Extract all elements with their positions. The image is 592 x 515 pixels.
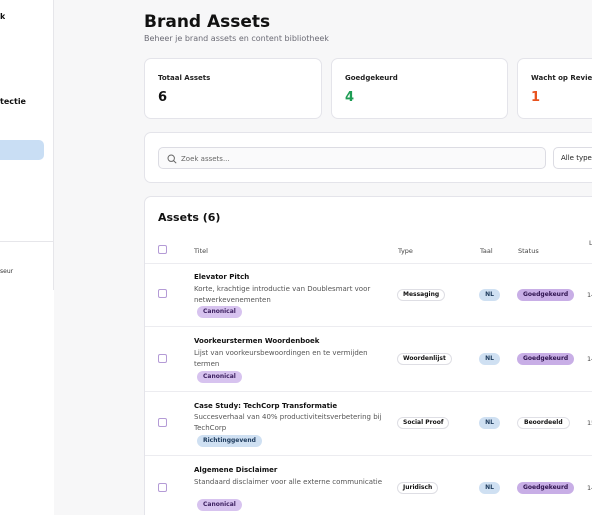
last-updated: 14: [587, 484, 592, 492]
asset-description: Lijst van voorkeursbewoordingen en te ve…: [194, 349, 368, 368]
stat-card-total: Totaal Assets 6: [144, 58, 322, 119]
row-divider: [145, 263, 592, 264]
search-box[interactable]: [158, 147, 546, 169]
status-badge: Beoordeeld: [517, 417, 570, 429]
last-updated: 14: [587, 355, 592, 363]
row-checkbox[interactable]: [158, 418, 167, 427]
column-header-title[interactable]: Titel: [194, 247, 208, 255]
sidebar-item-active[interactable]: [0, 140, 44, 160]
stat-value: 4: [345, 90, 355, 105]
row-checkbox[interactable]: [158, 354, 167, 363]
asset-description: Korte, krachtige introductie van Doubles…: [194, 285, 371, 304]
language-badge: NL: [479, 417, 500, 429]
main-content: Brand Assets Beheer je brand assets en c…: [54, 0, 592, 515]
sidebar-background: [0, 290, 54, 515]
language-badge: NL: [479, 289, 500, 301]
stat-card-review: Wacht op Review 1: [517, 58, 592, 119]
status-badge: Goedgekeurd: [517, 289, 575, 301]
search-icon: [167, 154, 177, 164]
sidebar-user-label: seur: [0, 268, 14, 275]
type-badge: Woordenlijst: [397, 353, 452, 365]
column-header-last[interactable]: L b: [589, 239, 592, 247]
assets-table: Assets (6) Titel Type Taal Status L b El…: [144, 196, 592, 515]
sidebar-item-collectie[interactable]: tectie: [0, 97, 26, 106]
stat-card-approved: Goedgekeurd 4: [331, 58, 508, 119]
stat-value: 1: [531, 90, 541, 105]
stat-label: Goedgekeurd: [345, 74, 398, 82]
language-badge: NL: [479, 482, 500, 494]
stat-label: Totaal Assets: [158, 74, 211, 82]
search-input[interactable]: [181, 151, 541, 166]
column-header-lang[interactable]: Taal: [480, 247, 493, 255]
stat-label: Wacht op Review: [531, 74, 592, 82]
filter-bar: Alle types: [144, 132, 592, 183]
row-divider: [145, 391, 592, 392]
status-badge: Goedgekeurd: [517, 353, 575, 365]
page-title: Brand Assets: [144, 12, 271, 32]
row-divider: [145, 455, 592, 456]
priority-tag: Canonical: [197, 306, 242, 318]
column-header-status[interactable]: Status: [518, 247, 539, 255]
row-checkbox[interactable]: [158, 483, 167, 492]
select-all-checkbox[interactable]: [158, 245, 167, 254]
priority-tag: Canonical: [197, 499, 242, 511]
type-filter-select[interactable]: Alle types: [553, 147, 592, 169]
type-badge: Messaging: [397, 289, 446, 301]
table-title: Assets (6): [158, 211, 221, 224]
last-updated: 14: [587, 291, 592, 299]
asset-title[interactable]: Case Study: TechCorp Transformatie: [194, 402, 338, 410]
row-divider: [145, 326, 592, 327]
status-badge: Goedgekeurd: [517, 482, 575, 494]
language-badge: NL: [479, 353, 500, 365]
type-badge: Juridisch: [397, 482, 439, 494]
priority-tag: Canonical: [197, 371, 242, 383]
row-checkbox[interactable]: [158, 289, 167, 298]
asset-description: Standaard disclaimer voor alle externe c…: [194, 478, 382, 486]
column-header-type[interactable]: Type: [398, 247, 413, 255]
stat-value: 6: [158, 90, 168, 105]
sidebar: k tectie seur: [0, 0, 54, 290]
type-filter-value: Alle types: [561, 154, 592, 162]
asset-title[interactable]: Elevator Pitch: [194, 273, 250, 281]
asset-title[interactable]: Algemene Disclaimer: [194, 466, 278, 474]
last-updated: 15: [587, 419, 592, 427]
asset-title[interactable]: Voorkeurstermen Woordenboek: [194, 337, 320, 345]
sidebar-brand-label: k: [0, 12, 6, 21]
priority-tag: Richtinggevend: [197, 435, 262, 447]
page-subtitle: Beheer je brand assets en content biblio…: [144, 34, 329, 43]
sidebar-divider: [0, 241, 54, 242]
asset-description: Succesverhaal van 40% productiviteitsver…: [194, 413, 382, 432]
type-badge: Social Proof: [397, 417, 450, 429]
